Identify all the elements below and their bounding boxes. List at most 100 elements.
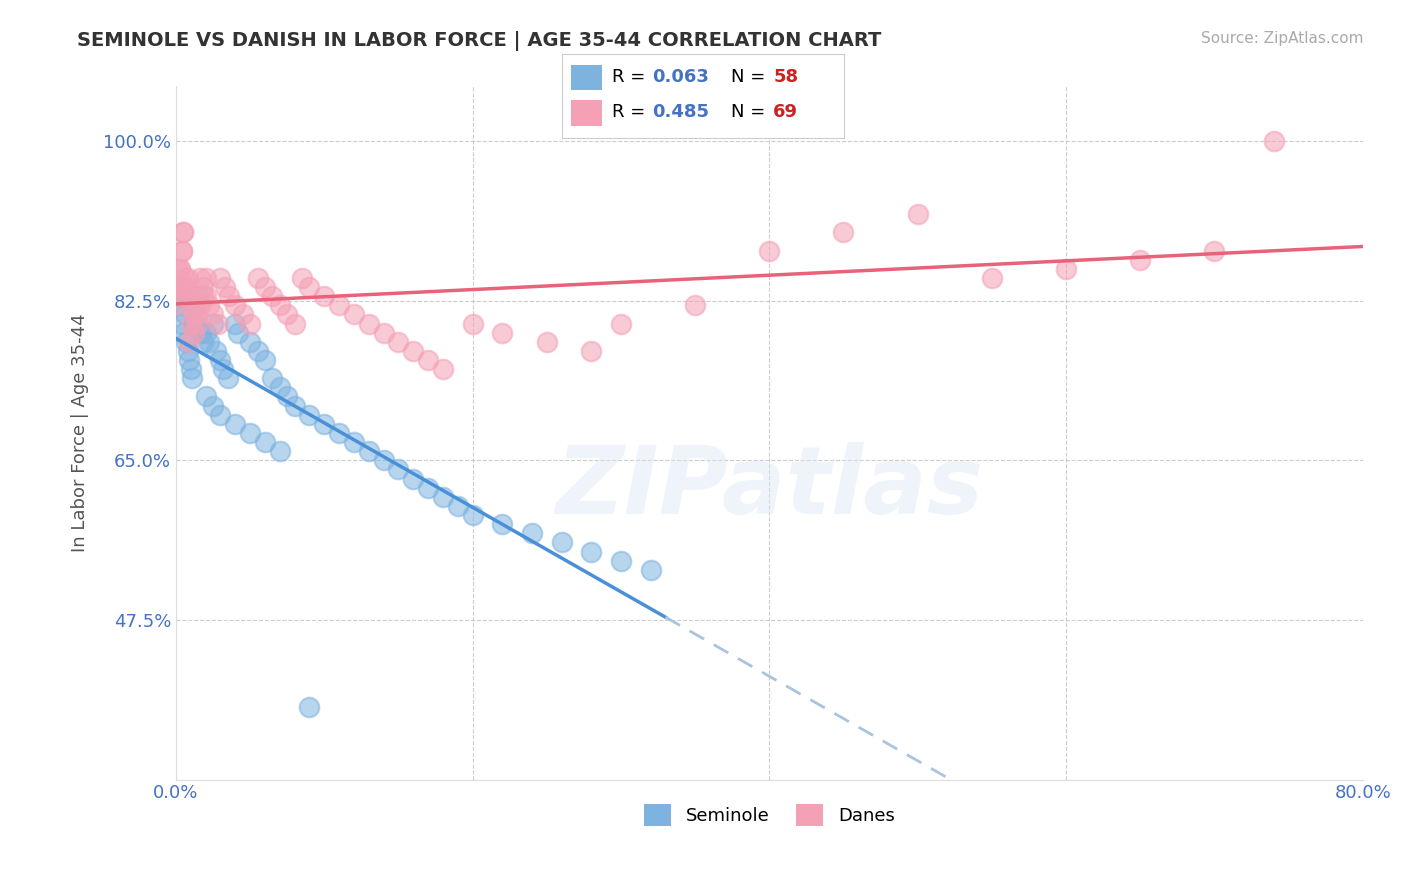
Point [432, 362, 454, 376]
Point [298, 280, 321, 294]
Legend: Seminole, Danes: Seminole, Danes [637, 797, 901, 833]
Point [357, 444, 380, 458]
Text: 69: 69 [773, 103, 799, 120]
Point [209, 353, 232, 368]
Point [202, 317, 225, 331]
Point [610, 317, 633, 331]
Point [197, 298, 219, 312]
Point [183, 307, 205, 321]
Point [180, 298, 202, 312]
Point [269, 380, 291, 394]
Point [191, 334, 214, 349]
Point [177, 271, 200, 285]
Point [402, 343, 425, 358]
Point [191, 280, 214, 294]
Point [169, 261, 191, 276]
Point [239, 317, 262, 331]
Point [298, 408, 321, 422]
Point [284, 399, 307, 413]
Point [180, 317, 202, 331]
Text: 0.063: 0.063 [652, 68, 709, 86]
Point [181, 371, 204, 385]
Point [314, 417, 336, 431]
Point [314, 289, 336, 303]
Point [291, 271, 314, 285]
Point [218, 289, 240, 303]
Point [461, 508, 484, 522]
Point [328, 298, 350, 312]
Point [194, 326, 217, 340]
Point [176, 280, 198, 294]
Point [217, 371, 239, 385]
Point [191, 289, 214, 303]
Point [170, 244, 193, 258]
Point [610, 554, 633, 568]
Point [246, 271, 269, 285]
Point [343, 307, 366, 321]
Point [170, 317, 193, 331]
Point [1204, 244, 1226, 258]
Point [172, 225, 194, 239]
Point [402, 472, 425, 486]
Point [581, 343, 603, 358]
Point [907, 207, 929, 221]
Point [174, 271, 197, 285]
Point [166, 298, 188, 312]
Point [536, 334, 558, 349]
Point [170, 244, 193, 258]
Point [461, 317, 484, 331]
Point [167, 280, 190, 294]
Point [387, 462, 409, 476]
Point [186, 307, 208, 321]
Point [1054, 261, 1077, 276]
Point [284, 317, 307, 331]
Point [183, 326, 205, 340]
Point [205, 343, 228, 358]
Point [167, 280, 190, 294]
Point [224, 317, 246, 331]
Point [166, 261, 188, 276]
Point [550, 535, 572, 549]
Point [357, 317, 380, 331]
Point [253, 353, 276, 368]
Point [276, 390, 298, 404]
Point [169, 280, 191, 294]
Point [184, 298, 207, 312]
Point [167, 289, 190, 303]
Point [172, 326, 194, 340]
Point [640, 563, 662, 577]
Point [1263, 134, 1285, 148]
Point [832, 225, 855, 239]
Point [253, 435, 276, 450]
Point [166, 298, 188, 312]
Text: 58: 58 [773, 68, 799, 86]
Point [172, 225, 194, 239]
Point [188, 271, 211, 285]
Point [418, 481, 440, 495]
Point [980, 271, 1002, 285]
Point [253, 280, 276, 294]
Point [269, 298, 291, 312]
Point [209, 271, 232, 285]
Point [262, 289, 284, 303]
Point [269, 444, 291, 458]
Point [209, 408, 232, 422]
Point [202, 399, 225, 413]
Point [276, 307, 298, 321]
Point [202, 307, 225, 321]
Point [262, 371, 284, 385]
Point [246, 343, 269, 358]
Point [207, 317, 229, 331]
Text: 0.485: 0.485 [652, 103, 710, 120]
Point [328, 425, 350, 440]
Text: SEMINOLE VS DANISH IN LABOR FORCE | AGE 35-44 CORRELATION CHART: SEMINOLE VS DANISH IN LABOR FORCE | AGE … [77, 31, 882, 51]
Point [176, 280, 198, 294]
Text: R =: R = [612, 103, 651, 120]
Point [224, 417, 246, 431]
Point [186, 317, 208, 331]
Point [190, 326, 212, 340]
Point [520, 526, 543, 541]
Point [188, 298, 211, 312]
Point [179, 334, 201, 349]
Point [194, 390, 217, 404]
